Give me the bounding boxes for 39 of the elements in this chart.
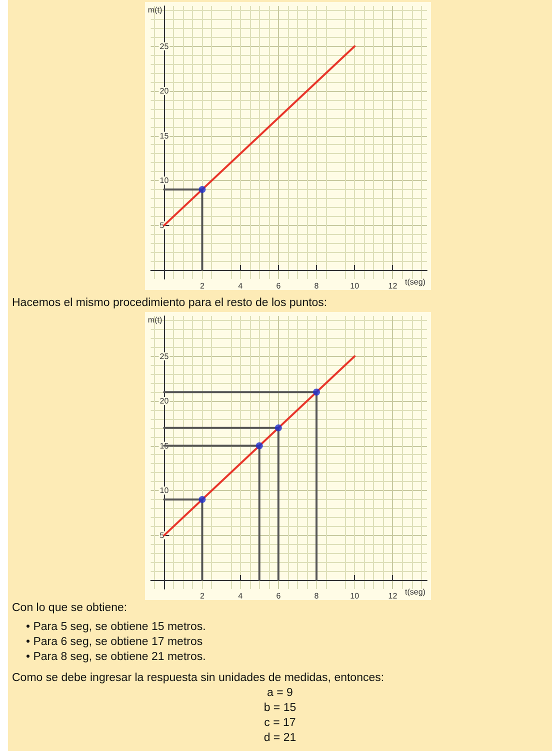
x-tick-label: 10 [350,282,360,290]
text: Como se debe ingresar la respuesta sin unidades de medidas, entonces: [12,671,386,686]
y-axis-title: m(t) [148,316,162,324]
y-tick-label: 20 [160,86,170,96]
x-tick-label: 2 [200,592,205,600]
point [274,424,282,432]
text: Con lo que se obtiene: [12,601,128,616]
x-tick-label: 4 [238,592,244,600]
x-tick-label: 6 [276,282,282,290]
chart-title: Hacemos el mismo procedimiento para el resto de los puntos: [12,297,328,309]
text: b = 15 [262,701,298,716]
y-tick-label: 10 [160,486,170,496]
y-tick-label: 10 [160,176,170,186]
text: • Para 6 seg, se obtiene 17 metros [26,635,204,650]
point [313,388,320,396]
y-tick-label: 20 [160,396,170,406]
x-tick-label: 8 [314,592,320,600]
y-tick-label: 15 [160,131,170,140]
y-tick-label: 5 [160,530,165,540]
point [256,442,263,450]
x-tick-label: 6 [276,592,282,600]
y-tick-label: 25 [160,42,170,51]
y-tick-label: 25 [160,352,170,361]
text: d = 21 [262,731,298,746]
text: a = 9 [266,686,294,701]
x-tick-label: 10 [350,592,360,600]
x-tick-label: 12 [388,592,398,600]
x-axis-title: t(seg) [405,588,426,597]
x-tick-label: 8 [314,282,320,290]
text: • Para 5 seg, se obtiene 15 metros. [26,620,207,635]
x-tick-label: 2 [200,282,205,290]
x-tick-label: 4 [238,282,244,290]
text: c = 17 [263,716,297,731]
y-axis-title: m(t) [148,6,162,14]
point [198,496,206,503]
x-axis-title: t(seg) [405,278,426,287]
y-tick-label: 5 [160,220,165,230]
x-tick-label: 12 [388,282,398,290]
text: • Para 8 seg, se obtiene 21 metros. [26,650,207,665]
